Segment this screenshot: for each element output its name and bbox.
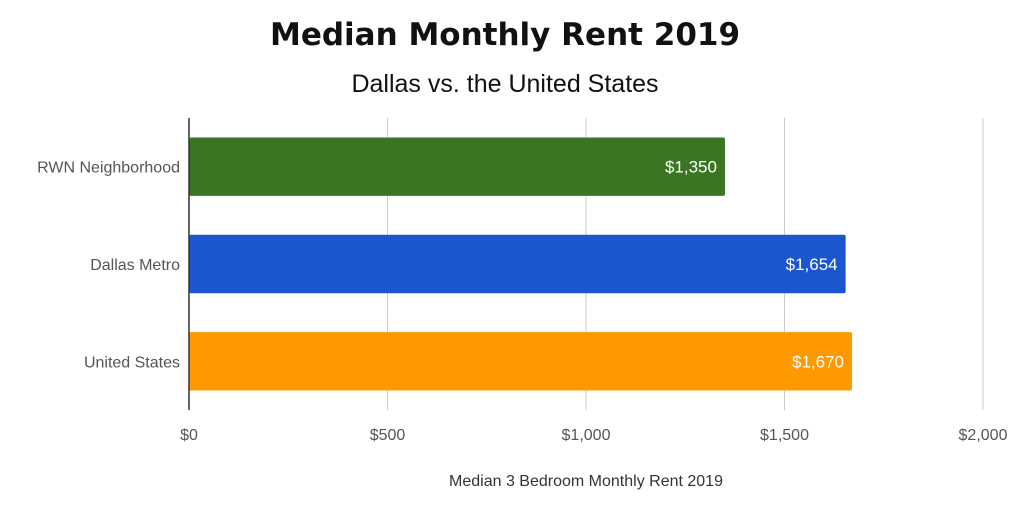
bar-data-label: $1,350 [665, 158, 717, 177]
bar [189, 332, 852, 391]
x-axis-label: Median 3 Bedroom Monthly Rent 2019 [449, 473, 723, 490]
bar-data-label: $1,670 [792, 352, 844, 371]
category-labels: RWN Neighborhood Dallas Metro United State… [37, 160, 180, 372]
category-label: Dallas Metro [90, 257, 180, 274]
bar [189, 234, 846, 294]
bar [189, 137, 725, 196]
bar-data-label: $1,654 [786, 255, 838, 274]
bars: $1,350 $1,654 $1,670 [189, 137, 852, 391]
chart-subtitle: Dallas vs. the United States [351, 70, 658, 98]
chart-title: Median Monthly Rent 2019 [270, 17, 740, 53]
category-label: United States [84, 354, 180, 371]
x-tick-label: $0 [180, 427, 198, 444]
x-tick-labels: $0 $500 $1,000 $1,500 $2,000 [180, 427, 1007, 444]
x-tick-label: $500 [370, 427, 406, 444]
x-tick-label: $1,500 [760, 427, 809, 444]
x-tick-label: $2,000 [959, 427, 1008, 444]
x-tick-label: $1,000 [562, 427, 611, 444]
category-label: RWN Neighborhood [37, 160, 180, 177]
